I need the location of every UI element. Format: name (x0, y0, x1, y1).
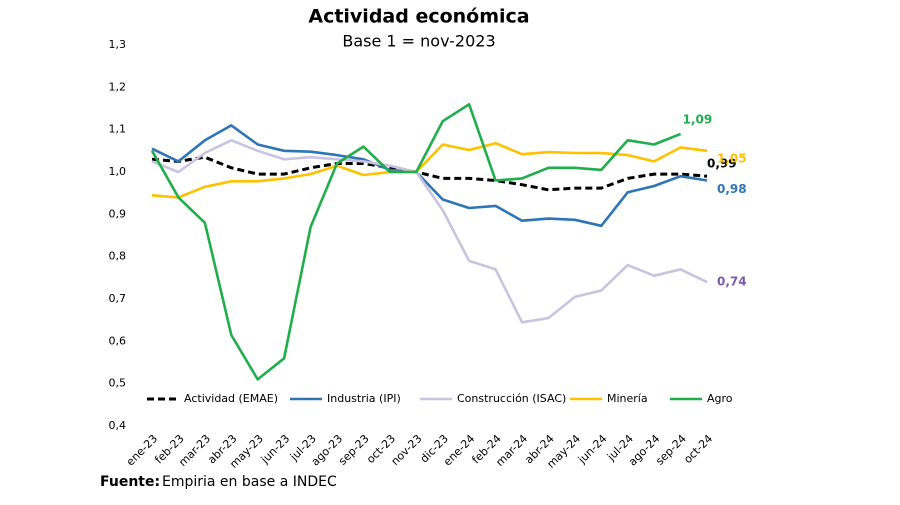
series-line (151, 139, 708, 324)
value-label: 1,09 (683, 112, 713, 126)
chart-title: Actividad económica (308, 6, 529, 28)
x-tick-label: jun-24 (575, 432, 610, 467)
y-tick-label: 0,7 (109, 292, 127, 305)
legend-label: Actividad (EMAE) (184, 392, 278, 405)
value-label: 0,74 (717, 275, 747, 289)
value-label: 1,05 (717, 151, 747, 165)
y-tick-label: 0,9 (109, 207, 127, 220)
source: Empiria en base a INDEC (162, 474, 337, 490)
x-tick-label: oct-24 (681, 432, 715, 466)
y-tick-label: 0,5 (109, 377, 127, 390)
y-tick-label: 0,6 (109, 334, 127, 347)
source-label: Fuente: (100, 474, 160, 490)
x-tick-label: jun-23 (258, 432, 293, 467)
chart-subtitle: Base 1 = nov-2023 (342, 32, 495, 51)
value-label: 0,99 (707, 157, 737, 171)
legend-label: Agro (707, 392, 733, 405)
x-tick-label: ene-23 (124, 432, 160, 468)
value-label: 0,98 (717, 182, 747, 196)
legend-label: Construcción (ISAC) (457, 392, 566, 405)
series-line (150, 103, 682, 381)
y-tick-label: 0,4 (109, 419, 127, 432)
y-tick-label: 1,0 (109, 165, 127, 178)
series-line (151, 124, 708, 228)
y-tick-label: 1,2 (109, 80, 127, 93)
legend-label: Industria (IPI) (327, 392, 401, 405)
y-tick-label: 0,8 (109, 250, 127, 263)
legend-label: Minería (607, 392, 648, 405)
y-tick-label: 1,3 (109, 38, 127, 51)
y-tick-label: 1,1 (109, 123, 127, 136)
